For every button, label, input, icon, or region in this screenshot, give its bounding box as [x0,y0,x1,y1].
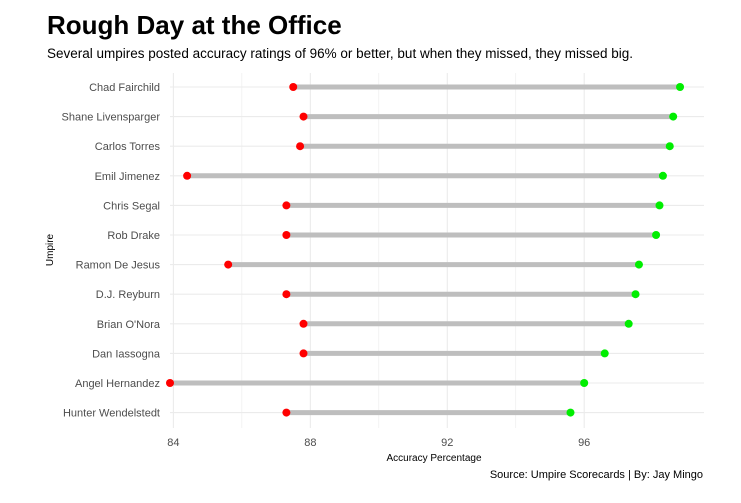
high-point [655,201,664,210]
low-point [299,319,308,328]
high-point [624,319,633,328]
umpire-label: Brian O'Nora [97,319,161,331]
low-point [299,349,308,358]
low-point [224,260,233,269]
x-tick-label: 92 [441,437,453,449]
points [166,83,685,417]
gridlines [170,73,704,428]
high-point [634,260,643,269]
low-point [282,231,291,239]
umpire-label: Emil Jimenez [95,171,160,183]
umpire-label: Ramon De Jesus [76,260,161,272]
low-point [282,290,291,299]
high-point [676,83,685,91]
low-point [299,112,308,121]
umpire-label: Shane Livensparger [62,112,161,124]
high-point [580,379,589,387]
x-axis-title: Accuracy Percentage [386,453,481,464]
low-point [183,171,192,180]
high-point [631,290,640,299]
x-tick-label: 96 [578,437,590,449]
low-point [282,201,291,210]
segments [170,84,681,416]
umpire-label: Dan Iassogna [92,348,161,360]
umpire-label: Carlos Torres [95,141,161,153]
low-point [296,142,305,151]
low-point [282,408,291,417]
source-caption: Source: Umpire Scorecards | By: Jay Ming… [489,469,703,481]
umpire-label: Hunter Wendelstedt [63,408,160,420]
x-tick-label: 84 [167,437,179,449]
high-point [600,349,609,358]
umpire-label: D.J. Reyburn [96,289,160,301]
umpire-label: Chad Fairchild [89,82,160,94]
y-axis-title: Umpire [45,233,56,266]
high-point [652,231,661,239]
low-point [166,379,174,387]
umpire-label: Chris Segal [103,200,160,212]
y-tick-labels: Chad Fairchild Shane Livensparger Carlos T… [62,82,161,420]
high-point [566,408,575,417]
x-tick-label: 88 [304,437,316,449]
x-tick-labels: 84 88 92 96 [167,437,590,449]
low-point [289,83,298,91]
chart-title: Rough Day at the Office [47,10,342,40]
chart-subtitle: Several umpires posted accuracy ratings … [47,46,634,61]
umpire-label: Rob Drake [107,230,160,242]
umpire-label: Angel Hernandez [75,378,160,390]
high-point [658,171,667,180]
high-point [669,112,678,121]
high-point [665,142,674,151]
